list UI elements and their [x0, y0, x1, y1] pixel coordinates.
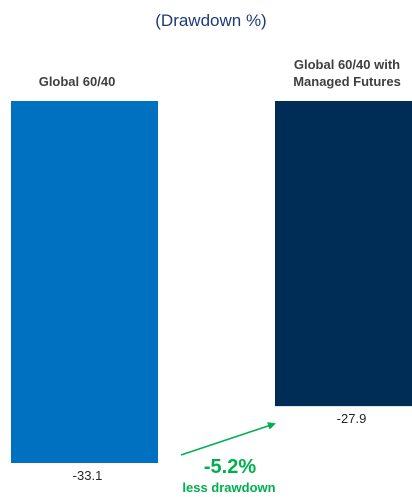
bars-layer	[11, 101, 412, 463]
chart-subtitle: (Drawdown %)	[155, 11, 266, 30]
value-label-1: -33.1	[73, 468, 103, 483]
value-label-2: -27.9	[337, 411, 367, 426]
category-label-2-line-2: Managed Futures	[293, 74, 401, 89]
category-label-2-line-1: Global 60/40 with	[294, 57, 400, 72]
bar-2	[275, 101, 412, 407]
labels-layer: -33.1 Global 60/40 -27.9 Global 60/40 with M…	[39, 57, 401, 483]
annotation-arrow	[180, 422, 276, 456]
category-label-1-line-1: Global 60/40	[39, 74, 116, 89]
annotation-value: -5.2%	[204, 456, 256, 478]
annotation-text: less drawdown	[182, 480, 275, 495]
bar-1	[11, 101, 158, 463]
